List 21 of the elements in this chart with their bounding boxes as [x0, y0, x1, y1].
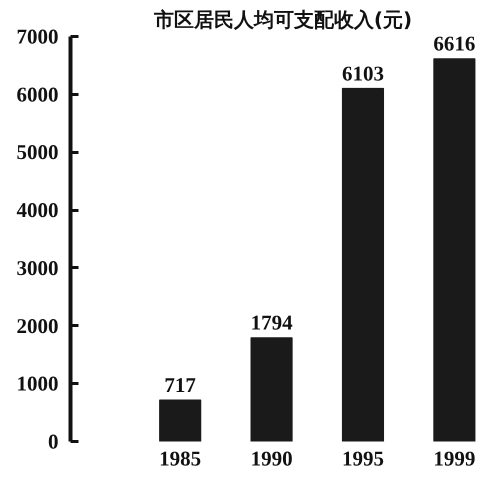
y-tick-label: 3000 — [16, 256, 58, 280]
x-tick-label: 1995 — [342, 446, 384, 470]
bar — [250, 337, 293, 442]
data-label: 1794 — [250, 310, 294, 335]
data-label: 717 — [164, 373, 196, 398]
y-tick-label: 5000 — [16, 140, 58, 164]
y-tick-label: 4000 — [16, 198, 58, 222]
y-tick-label: 6000 — [16, 82, 58, 106]
y-tick-label: 1000 — [16, 372, 58, 396]
x-tick-label: 1999 — [433, 446, 476, 470]
bar — [159, 400, 202, 442]
bar — [342, 88, 384, 442]
chart-title: 市区居民人均可支配收入(元) — [152, 8, 412, 32]
data-label: 6616 — [433, 32, 476, 56]
bar — [433, 58, 476, 442]
x-tick-label: 1990 — [250, 446, 293, 470]
y-tick-label: 0 — [48, 430, 58, 454]
y-tick-label: 2000 — [16, 314, 58, 338]
data-label: 6103 — [342, 61, 384, 86]
y-tick-label: 7000 — [16, 24, 58, 48]
x-tick-label: 1985 — [159, 446, 202, 470]
